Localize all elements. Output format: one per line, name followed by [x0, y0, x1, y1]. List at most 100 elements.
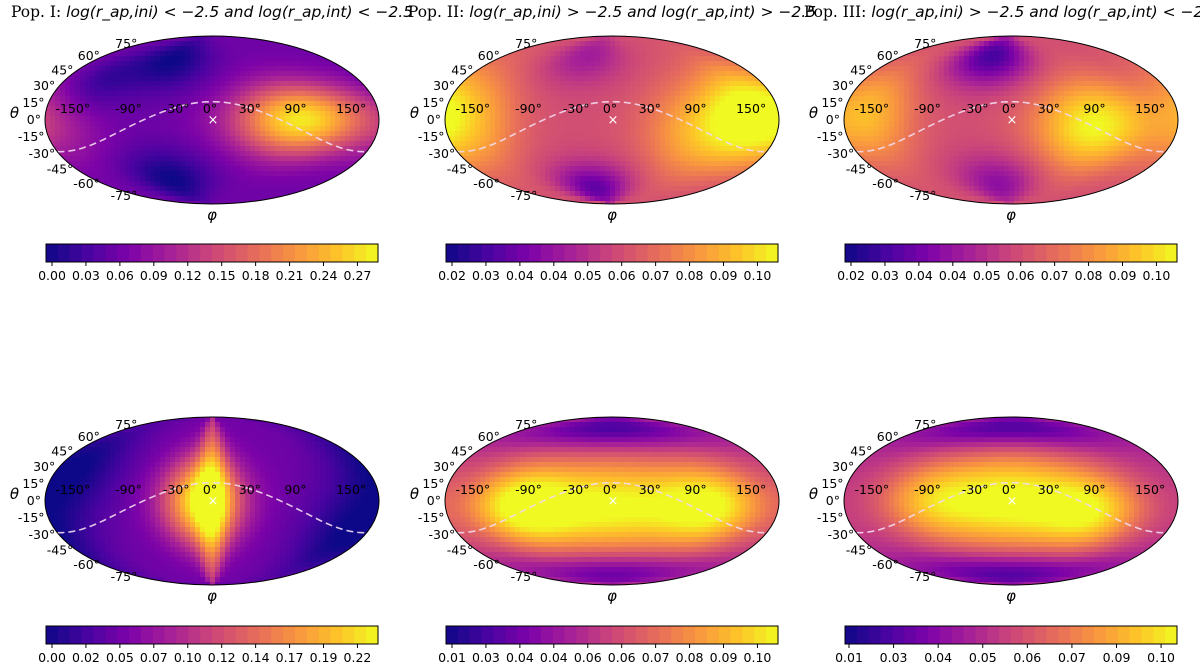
heatmap-cell [195, 96, 201, 102]
heatmap-cell [80, 91, 86, 97]
heatmap-cell [470, 106, 476, 112]
colorbar-segment [235, 244, 249, 262]
heatmap-cell [350, 101, 356, 107]
heatmap-cell [730, 156, 736, 162]
heatmap-cell [370, 96, 376, 102]
heatmap-cell [520, 71, 526, 77]
heatmap-cell [245, 121, 251, 127]
heatmap-cell [155, 161, 161, 167]
heatmap-cell [470, 121, 476, 127]
heatmap-cell [610, 101, 616, 107]
heatmap-cell [160, 76, 166, 82]
heatmap-cell [615, 81, 621, 87]
heatmap-cell [969, 96, 975, 102]
heatmap-cell [690, 126, 696, 132]
heatmap-cell [745, 131, 751, 137]
heatmap-cell [1089, 96, 1095, 102]
heatmap-cell [560, 151, 566, 157]
heatmap-cell [535, 111, 541, 117]
latitude-tick-label: 60° [78, 48, 100, 63]
heatmap-cell [230, 46, 236, 52]
heatmap-cell [745, 121, 751, 127]
heatmap-cell [904, 121, 910, 127]
heatmap-cell [735, 116, 741, 122]
heatmap-cell [490, 116, 496, 122]
heatmap-cell [610, 126, 616, 132]
heatmap-cell [1149, 116, 1155, 122]
heatmap-cell [250, 131, 256, 137]
heatmap-cell [1119, 106, 1125, 112]
heatmap-cell [245, 116, 251, 122]
heatmap-cell [145, 141, 151, 147]
heatmap-cell [160, 131, 166, 137]
heatmap-cell [490, 171, 496, 177]
heatmap-cell [1169, 131, 1175, 137]
colorbar-segment [117, 244, 130, 262]
heatmap-cell [275, 86, 281, 92]
heatmap-cell [600, 111, 606, 117]
heatmap-cell [625, 116, 631, 122]
heatmap-cell [330, 71, 336, 77]
colorbar-segment [718, 244, 732, 262]
heatmap-cell [670, 176, 676, 182]
heatmap-cell [240, 71, 246, 77]
heatmap-cell [635, 171, 641, 177]
heatmap-cell [775, 96, 779, 102]
heatmap-cell [275, 166, 281, 172]
heatmap-cell [849, 121, 855, 127]
longitude-tick-label: 30° [239, 101, 261, 116]
heatmap-cell [989, 81, 995, 87]
heatmap-cell [480, 121, 486, 127]
heatmap-cell [165, 146, 171, 152]
heatmap-cell [325, 126, 331, 132]
heatmap-cell [675, 156, 681, 162]
heatmap-cell [605, 46, 611, 52]
heatmap-cell [650, 86, 656, 92]
heatmap-cell [215, 86, 221, 92]
heatmap-cell [530, 131, 536, 137]
heatmap-cell [705, 71, 711, 77]
heatmap-cell [635, 56, 641, 62]
heatmap-cell [670, 76, 676, 82]
heatmap-cell [999, 86, 1005, 92]
heatmap-cell [245, 46, 251, 52]
heatmap-cell [190, 96, 196, 102]
heatmap-cell [580, 181, 586, 187]
heatmap-cell [1029, 106, 1035, 112]
heatmap-cell [1064, 61, 1070, 67]
heatmap-cell [115, 156, 121, 162]
heatmap-cell [230, 91, 236, 97]
heatmap-cell [640, 116, 646, 122]
heatmap-cell [540, 146, 546, 152]
heatmap-cell [1159, 131, 1165, 137]
heatmap-cell [145, 186, 151, 192]
heatmap-cell [100, 136, 106, 142]
heatmap-cell [570, 81, 576, 87]
panel-title-prefix: Pop. II: [408, 3, 469, 21]
heatmap-cell [929, 56, 935, 62]
heatmap-cell [680, 116, 686, 122]
heatmap-cell [1099, 81, 1105, 87]
heatmap-cell [635, 186, 641, 192]
heatmap-cell [635, 121, 641, 127]
heatmap-cell [1009, 91, 1015, 97]
heatmap-cell [899, 76, 905, 82]
heatmap-cell [854, 111, 860, 117]
heatmap-cell [1004, 106, 1010, 112]
heatmap-cell [590, 136, 596, 142]
heatmap-cell [225, 91, 231, 97]
heatmap-cell [530, 156, 536, 162]
heatmap-cell [140, 121, 146, 127]
heatmap-cell [265, 131, 271, 137]
heatmap-cell [105, 161, 111, 167]
heatmap-cell [650, 41, 656, 47]
heatmap-cell [595, 86, 601, 92]
heatmap-cell [515, 116, 521, 122]
colorbar-segment [152, 244, 166, 262]
heatmap-cell [989, 41, 995, 47]
heatmap-cell [590, 126, 596, 132]
heatmap-cell [80, 96, 86, 102]
heatmap-cell [490, 136, 496, 142]
heatmap-cell [1069, 66, 1075, 72]
heatmap-cell [1079, 81, 1085, 87]
